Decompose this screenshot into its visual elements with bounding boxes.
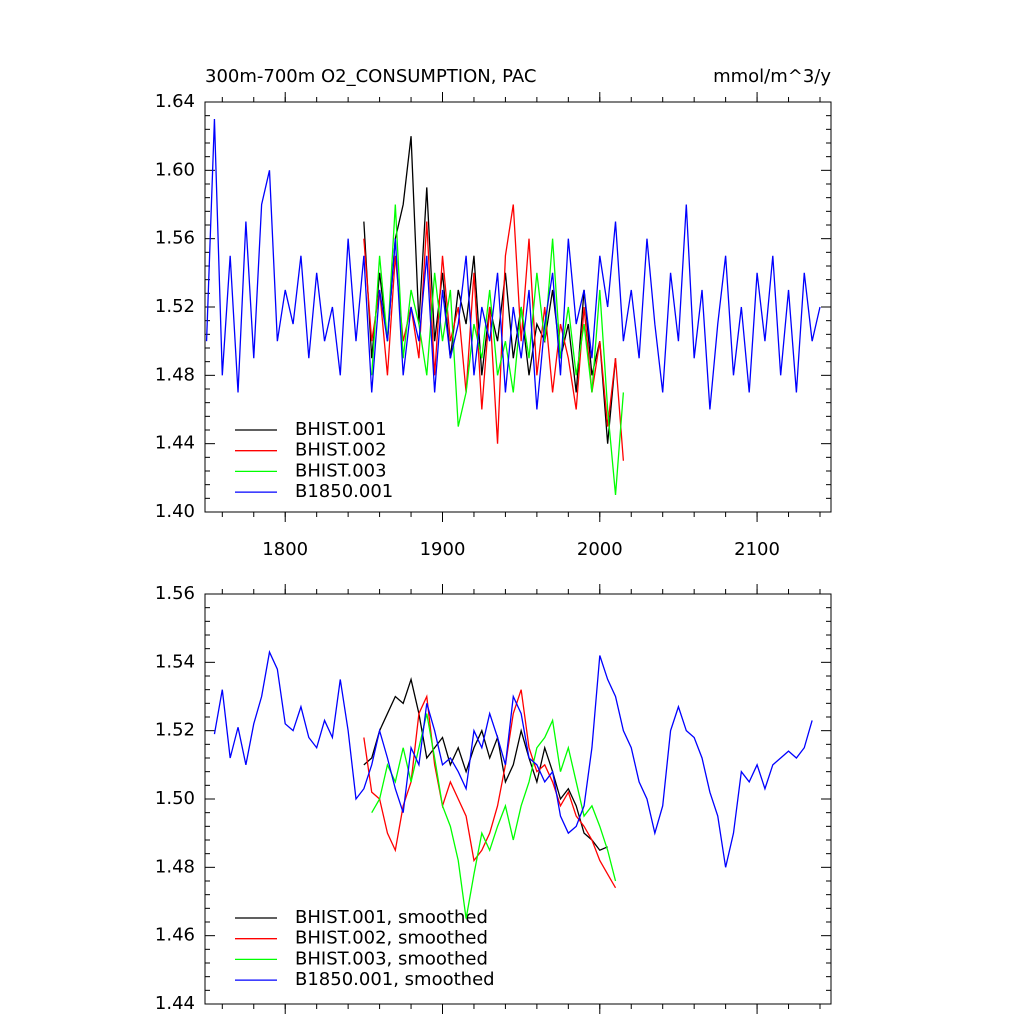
series-line xyxy=(363,677,608,852)
y-tick-label: 1.44 xyxy=(155,433,195,454)
y-tick-label: 1.46 xyxy=(155,925,195,946)
series-line xyxy=(371,713,617,919)
x-tick-label: 1800 xyxy=(262,539,308,560)
y-tick-label: 1.56 xyxy=(155,583,195,604)
y-tick-label: 1.64 xyxy=(155,91,195,112)
x-tick-label: 2100 xyxy=(734,539,780,560)
x-tick-label: 2000 xyxy=(577,539,623,560)
series-line xyxy=(213,649,813,868)
y-tick-label: 1.48 xyxy=(155,856,195,877)
units-label: mmol/m^3/y xyxy=(713,66,831,87)
y-tick-label: 1.50 xyxy=(155,788,195,809)
legend-label: B1850.001 xyxy=(295,481,393,502)
x-tick-label: 1900 xyxy=(420,539,466,560)
legend-label: BHIST.003, smoothed xyxy=(295,948,488,969)
y-tick-label: 1.60 xyxy=(155,159,195,180)
series-line xyxy=(363,689,617,889)
y-tick-label: 1.52 xyxy=(155,720,195,741)
y-tick-label: 1.52 xyxy=(155,296,195,317)
y-tick-label: 1.54 xyxy=(155,651,195,672)
y-tick-label: 1.44 xyxy=(155,993,195,1014)
chart-title: 300m-700m O2_CONSUMPTION, PAC xyxy=(205,66,536,87)
legend-label: B1850.001, smoothed xyxy=(295,969,495,990)
y-tick-label: 1.56 xyxy=(155,228,195,249)
series-line xyxy=(371,204,625,495)
legend-label: BHIST.003 xyxy=(295,460,387,481)
y-tick-label: 1.40 xyxy=(155,501,195,522)
legend-label: BHIST.002 xyxy=(295,440,387,461)
series-line xyxy=(205,119,821,410)
legend-label: BHIST.002, smoothed xyxy=(295,928,488,949)
plot-frame xyxy=(204,101,832,513)
legend-label: BHIST.001, smoothed xyxy=(295,907,488,928)
legend-label: BHIST.001 xyxy=(295,419,387,440)
plot-frame xyxy=(204,593,832,1005)
y-tick-label: 1.48 xyxy=(155,364,195,385)
